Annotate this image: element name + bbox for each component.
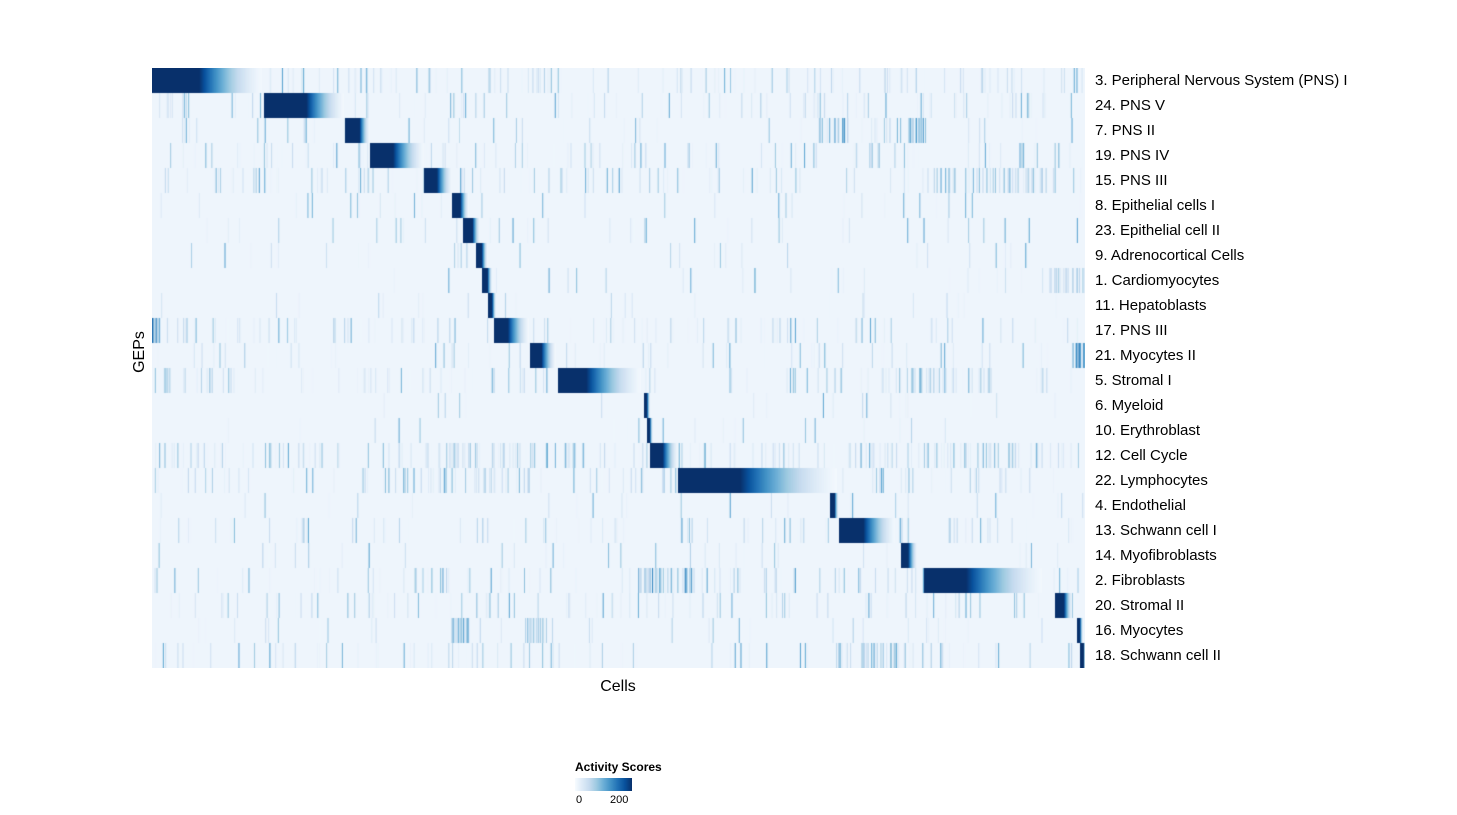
row-label: 24. PNS V bbox=[1095, 97, 1166, 114]
row-label: 4. Endothelial bbox=[1095, 497, 1186, 514]
row-label: 17. PNS III bbox=[1095, 322, 1168, 339]
row-label: 18. Schwann cell II bbox=[1095, 647, 1221, 664]
row-labels: 3. Peripheral Nervous System (PNS) I 24. … bbox=[1095, 68, 1455, 668]
row-label: 3. Peripheral Nervous System (PNS) I bbox=[1095, 72, 1348, 89]
row-label: 1. Cardiomyocytes bbox=[1095, 272, 1220, 289]
x-axis-label: Cells bbox=[600, 678, 636, 695]
row-label: 13. Schwann cell I bbox=[1095, 522, 1217, 539]
row-label: 14. Myofibroblasts bbox=[1095, 547, 1217, 564]
row-label: 16. Myocytes bbox=[1095, 622, 1184, 639]
row-label: 15. PNS III bbox=[1095, 172, 1168, 189]
row-label: 21. Myocytes II bbox=[1095, 347, 1196, 364]
heatmap-canvas bbox=[152, 68, 1085, 668]
row-label: 23. Epithelial cell II bbox=[1095, 222, 1221, 239]
row-label: 6. Myeloid bbox=[1095, 397, 1164, 414]
row-label: 7. PNS II bbox=[1095, 122, 1156, 139]
legend-max-label: 200 bbox=[610, 794, 629, 806]
row-label: 11. Hepatoblasts bbox=[1095, 297, 1207, 314]
legend-title: Activity Scores bbox=[575, 760, 662, 774]
row-label: 20. Stromal II bbox=[1095, 597, 1185, 614]
legend-min-label: 0 bbox=[576, 794, 583, 806]
row-label: 12. Cell Cycle bbox=[1095, 447, 1188, 464]
row-label: 10. Erythroblast bbox=[1095, 422, 1201, 439]
legend-ticks: 0 200 bbox=[575, 794, 655, 808]
legend-gradient-bar bbox=[575, 778, 632, 791]
legend: Activity Scores 0 200 bbox=[575, 760, 662, 808]
row-label: 19. PNS IV bbox=[1095, 147, 1170, 164]
row-label: 8. Epithelial cells I bbox=[1095, 197, 1216, 214]
row-label: 22. Lymphocytes bbox=[1095, 472, 1208, 489]
row-label: 5. Stromal I bbox=[1095, 372, 1172, 389]
row-label: 9. Adrenocortical Cells bbox=[1095, 247, 1245, 264]
y-axis-label: GEPs bbox=[131, 331, 148, 373]
row-label: 2. Fibroblasts bbox=[1095, 572, 1186, 589]
